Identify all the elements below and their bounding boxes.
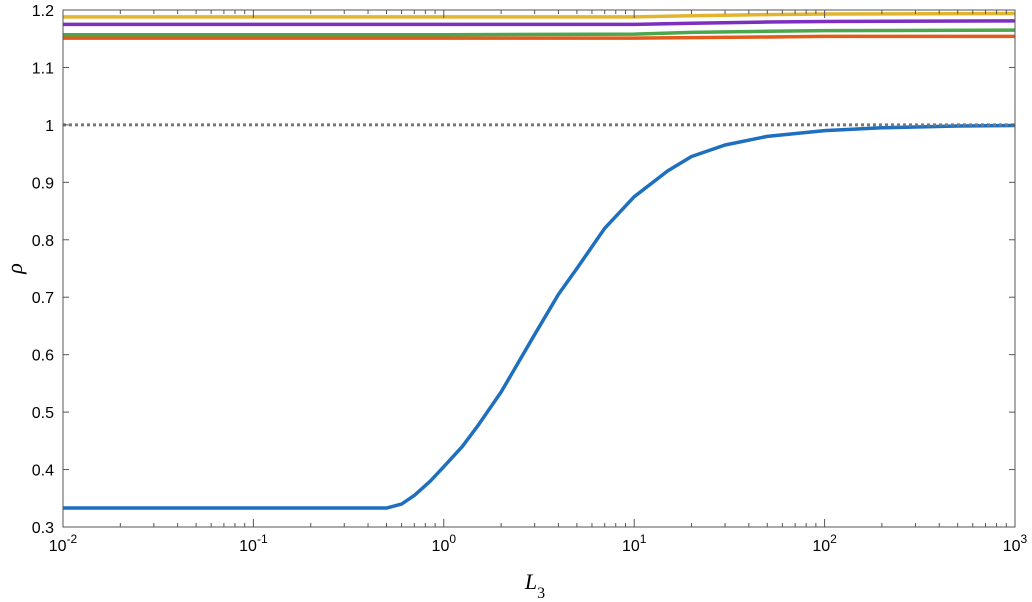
y-tick-label-3: 0.6 (32, 348, 54, 365)
x-tick-label-4: 102 (812, 532, 837, 555)
y-tick-label-4: 0.7 (32, 290, 54, 307)
y-tick-label-5: 0.8 (32, 233, 54, 250)
y-tick-label-2: 0.5 (32, 405, 54, 422)
labels-layer: 0.3 0.4 0.5 0.6 0.7 0.8 0.9 1 1.1 1.2 10-2 10-1 100 1… (32, 3, 1028, 555)
series-layer (63, 11, 1016, 510)
series-line-4 (63, 11, 1016, 19)
plot-frame (62, 9, 1016, 528)
y-tick-label-6: 0.9 (32, 175, 54, 192)
x-axis-label: L3 (524, 569, 545, 602)
y-tick-label-8: 1.1 (32, 60, 54, 77)
y-tick-label-1: 0.4 (32, 463, 54, 480)
y-tick-label-0: 0.3 (32, 520, 54, 537)
y-tick-label-7: 1 (45, 118, 54, 135)
series-line-2 (63, 28, 1016, 37)
x-tick-label-1: 10-1 (239, 532, 268, 555)
ticks-layer (62, 9, 1016, 528)
series-line-3 (63, 19, 1016, 27)
x-tick-label-0: 10-2 (49, 532, 78, 555)
y-tick-label-9: 1.2 (32, 3, 54, 20)
series-line-1 (63, 34, 1015, 40)
x-tick-label-2: 100 (432, 532, 457, 555)
y-axis-label: ρ (2, 263, 27, 275)
x-tick-label-3: 101 (622, 532, 647, 555)
x-tick-label-5: 103 (1003, 532, 1028, 555)
series-line-0 (63, 123, 1016, 510)
